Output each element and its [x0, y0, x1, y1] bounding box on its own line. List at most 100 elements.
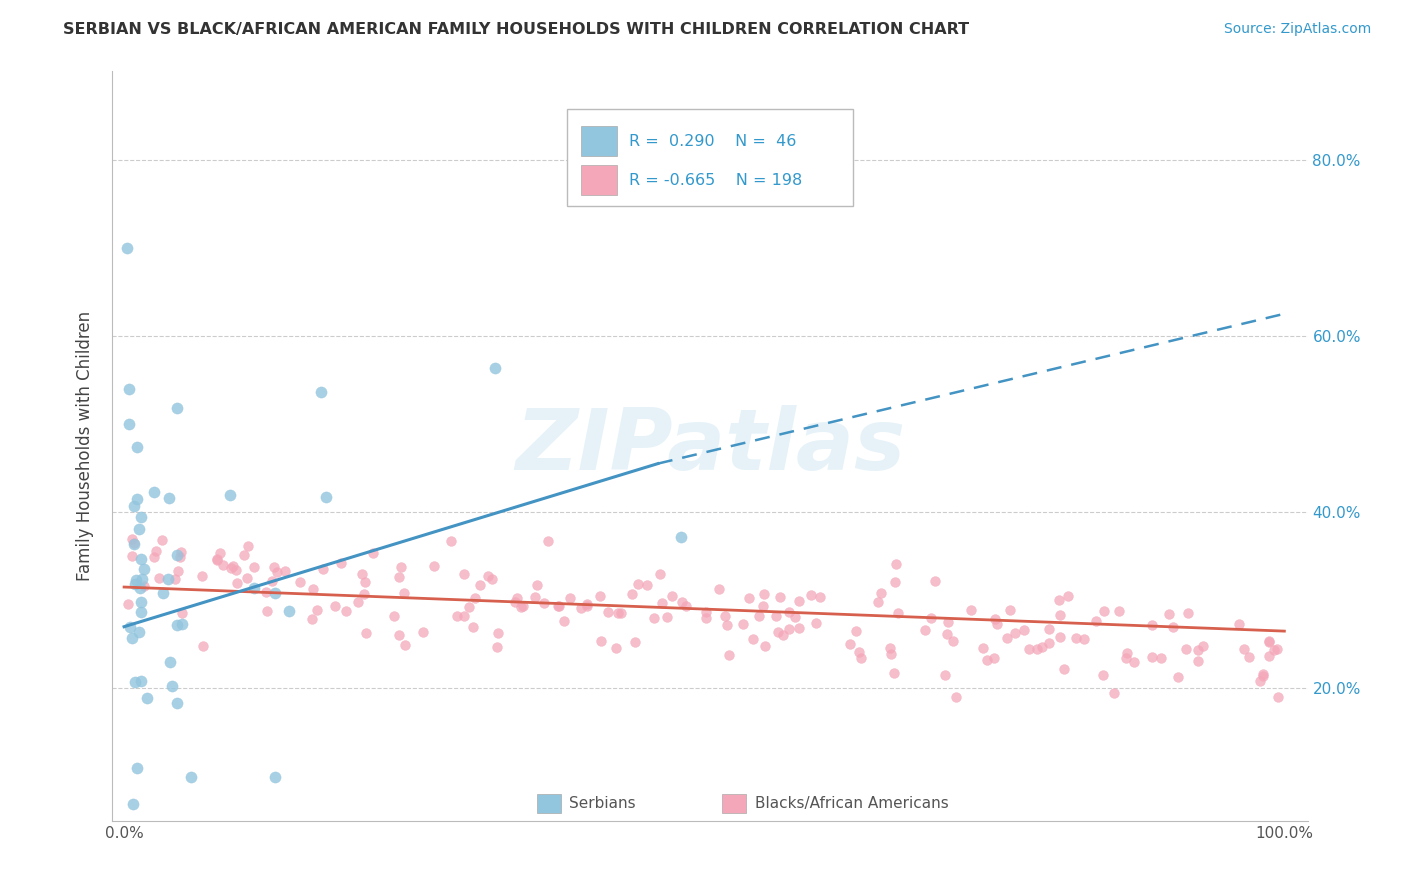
Point — [129, 509, 152, 524]
Point — [226, 576, 249, 591]
Point — [936, 615, 959, 629]
Point — [461, 620, 484, 634]
Point — [446, 609, 468, 624]
Text: SERBIAN VS BLACK/AFRICAN AMERICAN FAMILY HOUSEHOLDS WITH CHILDREN CORRELATION CH: SERBIAN VS BLACK/AFRICAN AMERICAN FAMILY… — [63, 22, 969, 37]
Point — [1177, 606, 1199, 620]
Point — [256, 604, 278, 618]
Point — [262, 574, 284, 588]
Point — [1249, 673, 1271, 688]
Point — [124, 576, 146, 591]
Point — [394, 638, 416, 652]
Point — [787, 594, 810, 608]
Point — [1257, 648, 1279, 663]
Point — [233, 548, 256, 562]
Point — [571, 601, 593, 615]
Point — [870, 586, 893, 600]
Point — [1115, 650, 1137, 665]
Point — [162, 679, 184, 693]
Point — [524, 590, 547, 604]
Point — [1018, 641, 1040, 656]
Point — [972, 641, 994, 656]
Point — [212, 558, 235, 573]
Point — [131, 552, 153, 566]
Point — [716, 618, 738, 632]
Point — [477, 569, 499, 583]
Point — [1257, 634, 1279, 648]
Point — [883, 665, 905, 680]
Point — [156, 572, 179, 586]
Point — [914, 623, 936, 637]
Point — [312, 562, 335, 576]
Point — [170, 616, 193, 631]
Point — [1187, 643, 1209, 657]
Point — [264, 770, 287, 784]
Point — [120, 620, 142, 634]
Point — [167, 565, 190, 579]
Point — [748, 608, 770, 623]
Point — [439, 534, 461, 549]
Point — [1057, 589, 1080, 603]
Point — [335, 604, 357, 618]
Point — [115, 241, 138, 255]
Point — [995, 632, 1018, 646]
Point — [1187, 654, 1209, 668]
Point — [124, 674, 146, 689]
Point — [1167, 670, 1189, 684]
Point — [118, 417, 141, 431]
Point — [621, 587, 644, 601]
Point — [127, 761, 149, 775]
Point — [849, 651, 872, 665]
Point — [643, 611, 665, 625]
Point — [778, 605, 800, 619]
Point — [606, 606, 628, 620]
Point — [129, 594, 152, 608]
Point — [935, 627, 957, 641]
Point — [122, 500, 145, 514]
Point — [1140, 650, 1163, 665]
Point — [553, 614, 575, 628]
Point — [623, 635, 645, 649]
Point — [354, 575, 377, 590]
Point — [879, 640, 901, 655]
Point — [717, 648, 740, 662]
Point — [121, 797, 143, 811]
Point — [731, 616, 754, 631]
Point — [278, 604, 301, 618]
Point — [986, 617, 1008, 632]
Point — [1049, 607, 1071, 622]
Point — [301, 582, 323, 596]
Point — [945, 690, 967, 704]
Point — [560, 591, 582, 605]
Point — [1149, 650, 1171, 665]
Point — [486, 625, 509, 640]
Point — [1265, 642, 1288, 657]
Point — [129, 581, 152, 595]
Point — [808, 590, 831, 604]
Point — [274, 564, 297, 578]
Point — [1094, 604, 1116, 618]
Point — [627, 576, 650, 591]
Point — [315, 491, 337, 505]
Point — [1026, 641, 1049, 656]
Point — [392, 586, 415, 600]
Point — [1142, 618, 1164, 632]
Point — [509, 599, 531, 614]
Point — [1014, 623, 1036, 637]
Point — [166, 401, 188, 415]
Point — [934, 668, 956, 682]
Point — [695, 611, 717, 625]
Point — [485, 640, 508, 655]
Point — [605, 641, 627, 656]
Point — [754, 639, 776, 653]
Point — [636, 577, 658, 591]
Point — [695, 605, 717, 619]
Point — [1251, 669, 1274, 683]
Point — [157, 491, 180, 505]
Point — [330, 556, 353, 570]
Point — [671, 595, 693, 609]
Text: Blacks/African Americans: Blacks/African Americans — [755, 796, 949, 811]
Point — [1031, 640, 1053, 654]
Point — [806, 616, 828, 631]
Point — [503, 595, 526, 609]
Point — [121, 549, 143, 563]
